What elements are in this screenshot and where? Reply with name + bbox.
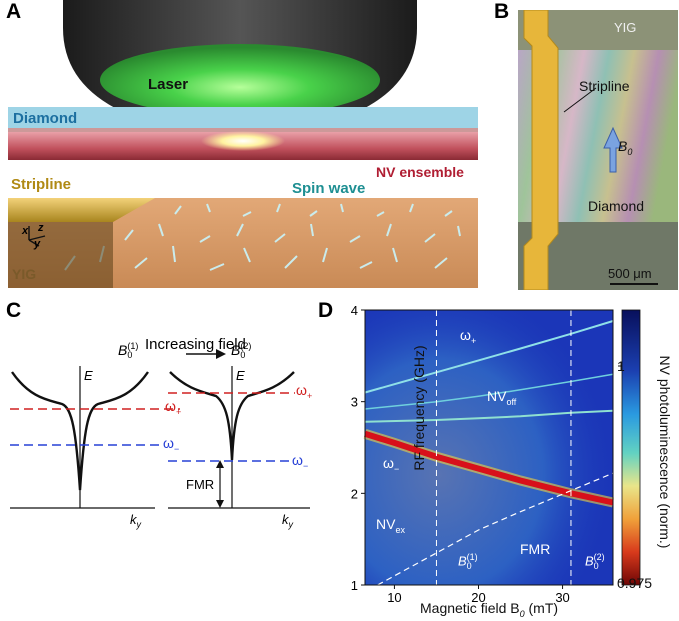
y-tick-label: 1 (351, 578, 358, 593)
series-line-0 (364, 320, 614, 394)
panel-label-a: A (6, 0, 22, 23)
stripline-label-b: Stripline (579, 78, 630, 94)
laser-beam (100, 44, 380, 116)
annot-nv-ex: NVex (376, 516, 405, 535)
omega-minus-label-right: ω− (292, 452, 309, 471)
annot-nv-off: NVoff (487, 388, 517, 407)
stripline-bar (8, 198, 155, 222)
stripline-trace (523, 10, 559, 290)
panel-a-illustration (8, 0, 478, 288)
x-tick-label: 20 (471, 590, 485, 605)
field-label-b: B0 (618, 138, 633, 157)
panel-b-micrograph (518, 10, 678, 290)
x-tick-label: 10 (387, 590, 401, 605)
diamond-label: Diamond (13, 110, 78, 127)
series-line-4 (377, 472, 614, 586)
b2-label-c: B(2) 0 (231, 341, 252, 361)
annot-b1: B(1) 0 (458, 552, 478, 571)
omega-minus-label-left: ω− (163, 435, 180, 454)
annot-b2: B(2) 0 (585, 552, 605, 571)
y-tick-label: 3 (351, 395, 358, 410)
series-line-2 (364, 409, 614, 423)
annot-omega-minus: ω− (383, 455, 400, 474)
colorbar (621, 309, 641, 586)
omega-plus-label-right: ω+ (296, 382, 313, 401)
y-tick-label: 4 (351, 303, 358, 318)
x-axis-title: Magnetic field B0 (mT) (420, 600, 559, 619)
laser-label: Laser (148, 76, 189, 93)
axis-x-label: x (22, 225, 29, 237)
spin-wave-label: Spin wave (292, 180, 366, 197)
scale-bar-label: 500 μm (608, 266, 652, 281)
plot-frame (364, 309, 614, 586)
panel-label-c: C (6, 299, 22, 322)
diamond-label-b: Diamond (588, 198, 645, 214)
panel-label-d: D (318, 299, 334, 322)
stripline-label: Stripline (11, 176, 72, 193)
y-axis-title: RF frequency (GHz) (411, 345, 427, 471)
annot-fmr: FMR (520, 541, 551, 557)
axis-z-label: z (38, 222, 44, 234)
k-axis-label-right: ky (282, 512, 293, 530)
panel-label-b: B (494, 0, 510, 23)
colorbar-label: NV photoluminescence (norm.) (657, 355, 673, 549)
annot-omega-plus: ω+ (460, 327, 477, 346)
laser-spot (201, 131, 285, 151)
panel-c-dispersion (10, 349, 310, 509)
field-arrow-icon (603, 126, 623, 173)
colorbar-tick-min: 0.975 (617, 575, 653, 591)
increasing-field-label: Increasing field (145, 336, 246, 353)
dispersion-left (11, 371, 149, 491)
x-tick-label: 30 (555, 590, 569, 605)
nv-ensemble-label: NV ensemble (376, 164, 464, 180)
axes-icon (28, 226, 46, 247)
colorbar-tick-max: 1 (617, 358, 625, 374)
omega-plus-label-left: ω+ (165, 398, 182, 417)
yig-label-b: YIG (614, 20, 637, 35)
y-tick-label: 2 (351, 486, 358, 501)
energy-label-left: E (84, 368, 93, 383)
energy-label-right: E (236, 368, 245, 383)
diamond-slab (8, 107, 478, 131)
b1-label-c: B(1) 0 (118, 341, 139, 361)
axis-y-label: y (34, 238, 41, 250)
series-line-1 (364, 373, 614, 410)
fmr-label-c: FMR (186, 477, 215, 492)
yig-label-a: YIG (12, 266, 37, 282)
k-axis-label-left: ky (130, 512, 141, 530)
